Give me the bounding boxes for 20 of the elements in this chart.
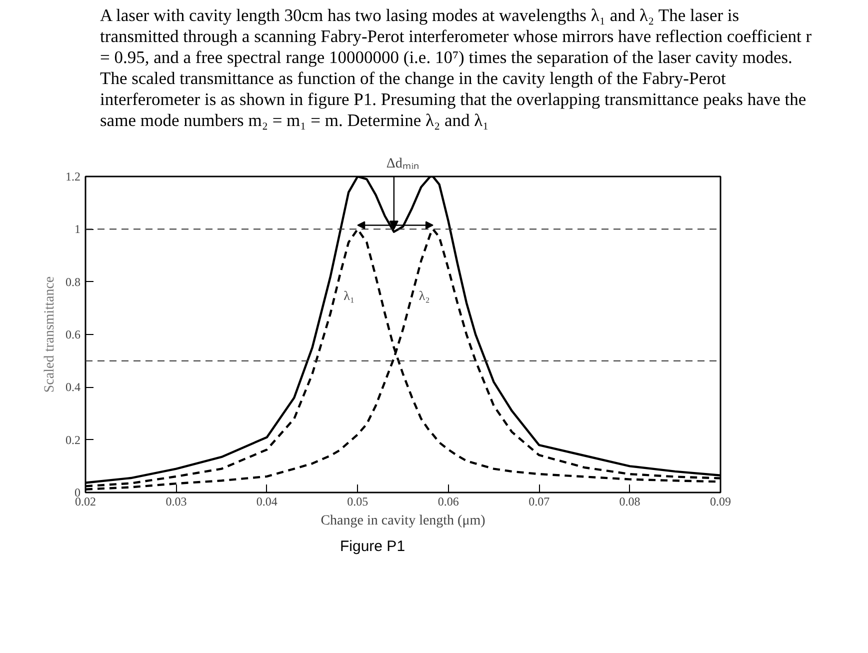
y-axis-title: Scaled transmittance — [42, 276, 58, 393]
chart-title: A laser with cavity length 30cm has two lasing modes at wavelengths λ₁ and λ₂ The laser is transmitted through a scanning Fabry-Perot interferometer whose mirrors have reflection coefficient r = 0.95, and a free spectral range 10000000 (i.e. 10⁷) times the separation of the laser cavity modes. The scaled transmittance as function of the change in the cavity length of the Fabry-Perot interferometer is as shown in figure P1. Presuming that the overlapping transmittance peaks have the same mode numbers m₂ = m₁ = m. Determine λ₂ and λ₁ — [100, 5, 813, 131]
x-tick-label: 0.09 — [710, 494, 731, 508]
y-tick-label: 1 — [74, 222, 80, 236]
caption: Figure P1 — [340, 537, 406, 557]
y-tick-label: 0.2 — [66, 432, 80, 447]
x-tick-label: 0.06 — [438, 494, 459, 508]
y-tick-label: 0.4 — [66, 380, 80, 394]
annotation: Δdₘᵢₙ — [386, 156, 420, 172]
x-tick-label: 0.05 — [347, 494, 368, 508]
x-tick-label: 0.07 — [528, 494, 550, 508]
y-tick-label: 0.6 — [66, 328, 80, 342]
annotation: λ₁ — [344, 288, 354, 303]
x-tick-label: 0.03 — [166, 494, 187, 508]
annotation: λ₂ — [418, 288, 430, 303]
y-tick-label: 0.8 — [66, 274, 80, 289]
x-axis-title: Change in cavity length (μm) — [320, 514, 486, 528]
x-tick-label: 0.08 — [619, 494, 640, 508]
x-tick-label: 0.04 — [256, 494, 278, 508]
y-tick-label: 1.2 — [66, 170, 80, 184]
